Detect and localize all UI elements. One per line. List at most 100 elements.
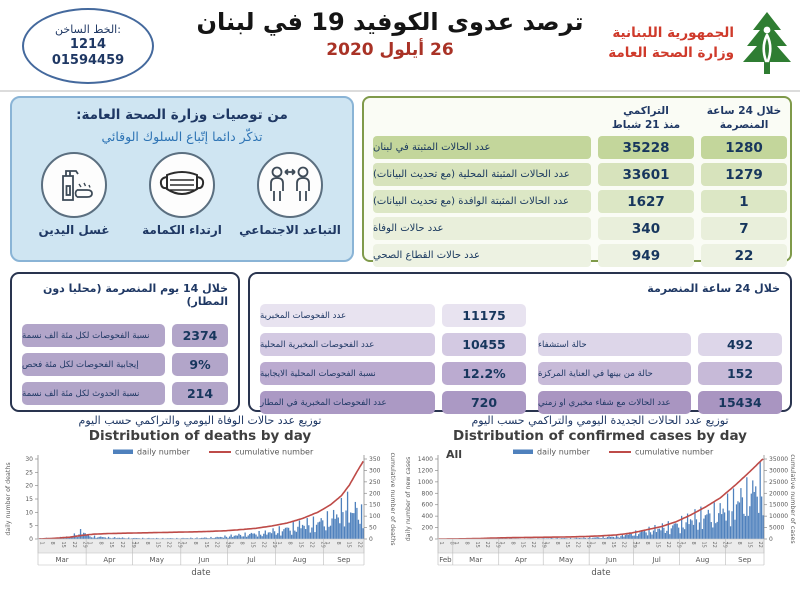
svg-text:10: 10	[25, 509, 33, 516]
svg-text:29: 29	[319, 542, 325, 548]
stat-value: 492	[698, 333, 782, 356]
svg-text:0: 0	[29, 536, 33, 543]
svg-text:1: 1	[38, 542, 44, 545]
last24h-title: خلال 24 ساعة المنصرمة	[647, 282, 780, 295]
ministry-brand: الجمهورية اللبنانية وزارة الصحة العامة	[608, 10, 794, 76]
svg-text:29: 29	[585, 542, 591, 548]
svg-text:8: 8	[49, 542, 55, 545]
svg-text:date: date	[591, 568, 610, 578]
svg-text:15: 15	[25, 496, 33, 503]
recommendation-face-mask: ارتداء الكمامة	[132, 152, 232, 237]
svg-text:Feb: Feb	[439, 556, 452, 564]
deaths-chart: توزيع عدد حالات الوفاة اليومي والتراكمي …	[2, 414, 398, 597]
hotline-badge: الخط الساخن: 1214 01594459	[22, 8, 154, 84]
svg-text:Jun: Jun	[605, 556, 617, 564]
recommendations-box: من توصيات وزارة الصحة العامة: تذكّر دائم…	[10, 96, 354, 262]
svg-text:8: 8	[644, 542, 650, 545]
svg-text:1: 1	[453, 542, 459, 545]
svg-text:daily number: daily number	[137, 448, 191, 457]
svg-text:8: 8	[449, 542, 455, 545]
stat-label: عدد الفحوصات المخبرية المحلية	[260, 333, 435, 356]
table-row-label: عدد الحالات المثبتة في لبنان	[373, 136, 591, 160]
svg-text:22: 22	[357, 542, 363, 548]
svg-text:29: 29	[82, 542, 88, 548]
svg-text:20000: 20000	[769, 490, 788, 497]
svg-text:15: 15	[155, 542, 161, 548]
stat-value: 2374	[172, 324, 228, 347]
svg-text:22: 22	[214, 542, 220, 548]
stat-label: عدد الحالات مع شفاء مخبري او زمني	[538, 391, 691, 414]
cases-summary-table: التراكمي منذ 21 شباط خلال 24 ساعة المنصر…	[362, 96, 792, 268]
svg-text:cumulative number of cases: cumulative number of cases	[789, 454, 796, 543]
svg-text:1: 1	[438, 542, 444, 545]
stat-row: عدد الحالات مع شفاء مخبري او زمني 15434	[538, 391, 782, 414]
svg-text:150: 150	[369, 502, 381, 509]
svg-text:15: 15	[655, 542, 661, 548]
svg-text:10000: 10000	[769, 513, 788, 520]
svg-text:1: 1	[543, 542, 549, 545]
svg-text:8: 8	[239, 542, 245, 545]
svg-text:50: 50	[369, 525, 377, 532]
fourteen-day-title: خلال 14 يوم المنصرمة (محليا دون المطار)	[42, 282, 228, 308]
recommendations-subtitle: تذكّر دائما إتّباع السلوك الوقائي	[101, 129, 263, 144]
stat-value: 12.2%	[442, 362, 526, 385]
svg-text:22: 22	[711, 542, 717, 548]
last24h-stats-box: خلال 24 ساعة المنصرمة عدد الفحوصات المخب…	[248, 272, 792, 414]
svg-text:22: 22	[665, 542, 671, 548]
deaths-chart-title-en: Distribution of deaths by day	[88, 428, 312, 444]
stat-row: نسبة الفحوصات لكل مئة الف نسمة 2374	[22, 324, 228, 347]
svg-text:1: 1	[133, 542, 139, 545]
svg-text:1200: 1200	[418, 467, 433, 474]
svg-text:1: 1	[228, 542, 234, 545]
svg-text:0: 0	[769, 536, 773, 543]
svg-text:daily number of deaths: daily number of deaths	[5, 462, 12, 535]
svg-text:15: 15	[564, 542, 570, 548]
cumulative-value: 1627	[598, 190, 694, 214]
stat-row: حالة استشفاء 492	[538, 333, 782, 356]
svg-text:29: 29	[495, 542, 501, 548]
last24h-value: 1279	[701, 163, 787, 187]
confirmed-cases-chart: توزيع عدد الحالات الجديدة اليومي والتراك…	[402, 414, 798, 597]
svg-text:daily number of new cases: daily number of new cases	[405, 457, 412, 542]
svg-text:Aug: Aug	[696, 556, 710, 564]
stat-value: 214	[172, 382, 228, 405]
cases-chart-title-en: Distribution of confirmed cases by day	[453, 428, 747, 444]
hotline-number-short: 1214	[69, 36, 107, 52]
cumulative-value: 35228	[598, 136, 694, 160]
hand-washing-label: غسل اليدين	[38, 223, 110, 237]
svg-text:1: 1	[499, 542, 505, 545]
cases-chart-title-ar: توزيع عدد الحالات الجديدة اليومي والتراك…	[471, 414, 729, 427]
svg-text:22: 22	[71, 542, 77, 548]
cumulative-value: 949	[598, 244, 694, 268]
table-row-label: عدد حالات الوفاة	[373, 217, 591, 241]
svg-text:15: 15	[474, 542, 480, 548]
svg-text:Sep: Sep	[738, 556, 752, 564]
svg-text:29: 29	[271, 542, 277, 548]
svg-text:8: 8	[736, 542, 742, 545]
svg-text:Sep: Sep	[337, 556, 351, 564]
column-header-cumulative: التراكمي منذ 21 شباط	[611, 105, 681, 131]
svg-text:5: 5	[29, 523, 33, 530]
column-header-last24h: خلال 24 ساعة المنصرمة	[706, 105, 782, 131]
svg-text:22: 22	[308, 542, 314, 548]
svg-text:8: 8	[690, 542, 696, 545]
stat-label: حالة استشفاء	[538, 333, 691, 356]
stat-row: حالة من بينها في العناية المركزة 152	[538, 362, 782, 385]
report-date: 26 أيلول 2020	[326, 40, 454, 60]
report-header: الخط الساخن: 1214 01594459 ترصد عدوى الك…	[0, 0, 800, 92]
svg-text:30: 30	[25, 456, 33, 463]
svg-text:Aug: Aug	[293, 556, 307, 564]
svg-text:1: 1	[589, 542, 595, 545]
svg-text:35000: 35000	[769, 456, 788, 463]
svg-text:22: 22	[119, 542, 125, 548]
svg-text:0: 0	[429, 536, 433, 543]
hotline-number-long: 01594459	[51, 52, 125, 68]
page-title: ترصد عدوى الكوفيد 19 في لبنان	[196, 8, 584, 36]
face-mask-icon	[149, 152, 215, 218]
svg-text:200: 200	[422, 525, 434, 532]
svg-text:29: 29	[721, 542, 727, 548]
svg-text:May: May	[559, 556, 573, 564]
svg-text:15: 15	[60, 542, 66, 548]
stat-label: نسبة الحدوث لكل مئة الف نسمة	[22, 382, 165, 405]
